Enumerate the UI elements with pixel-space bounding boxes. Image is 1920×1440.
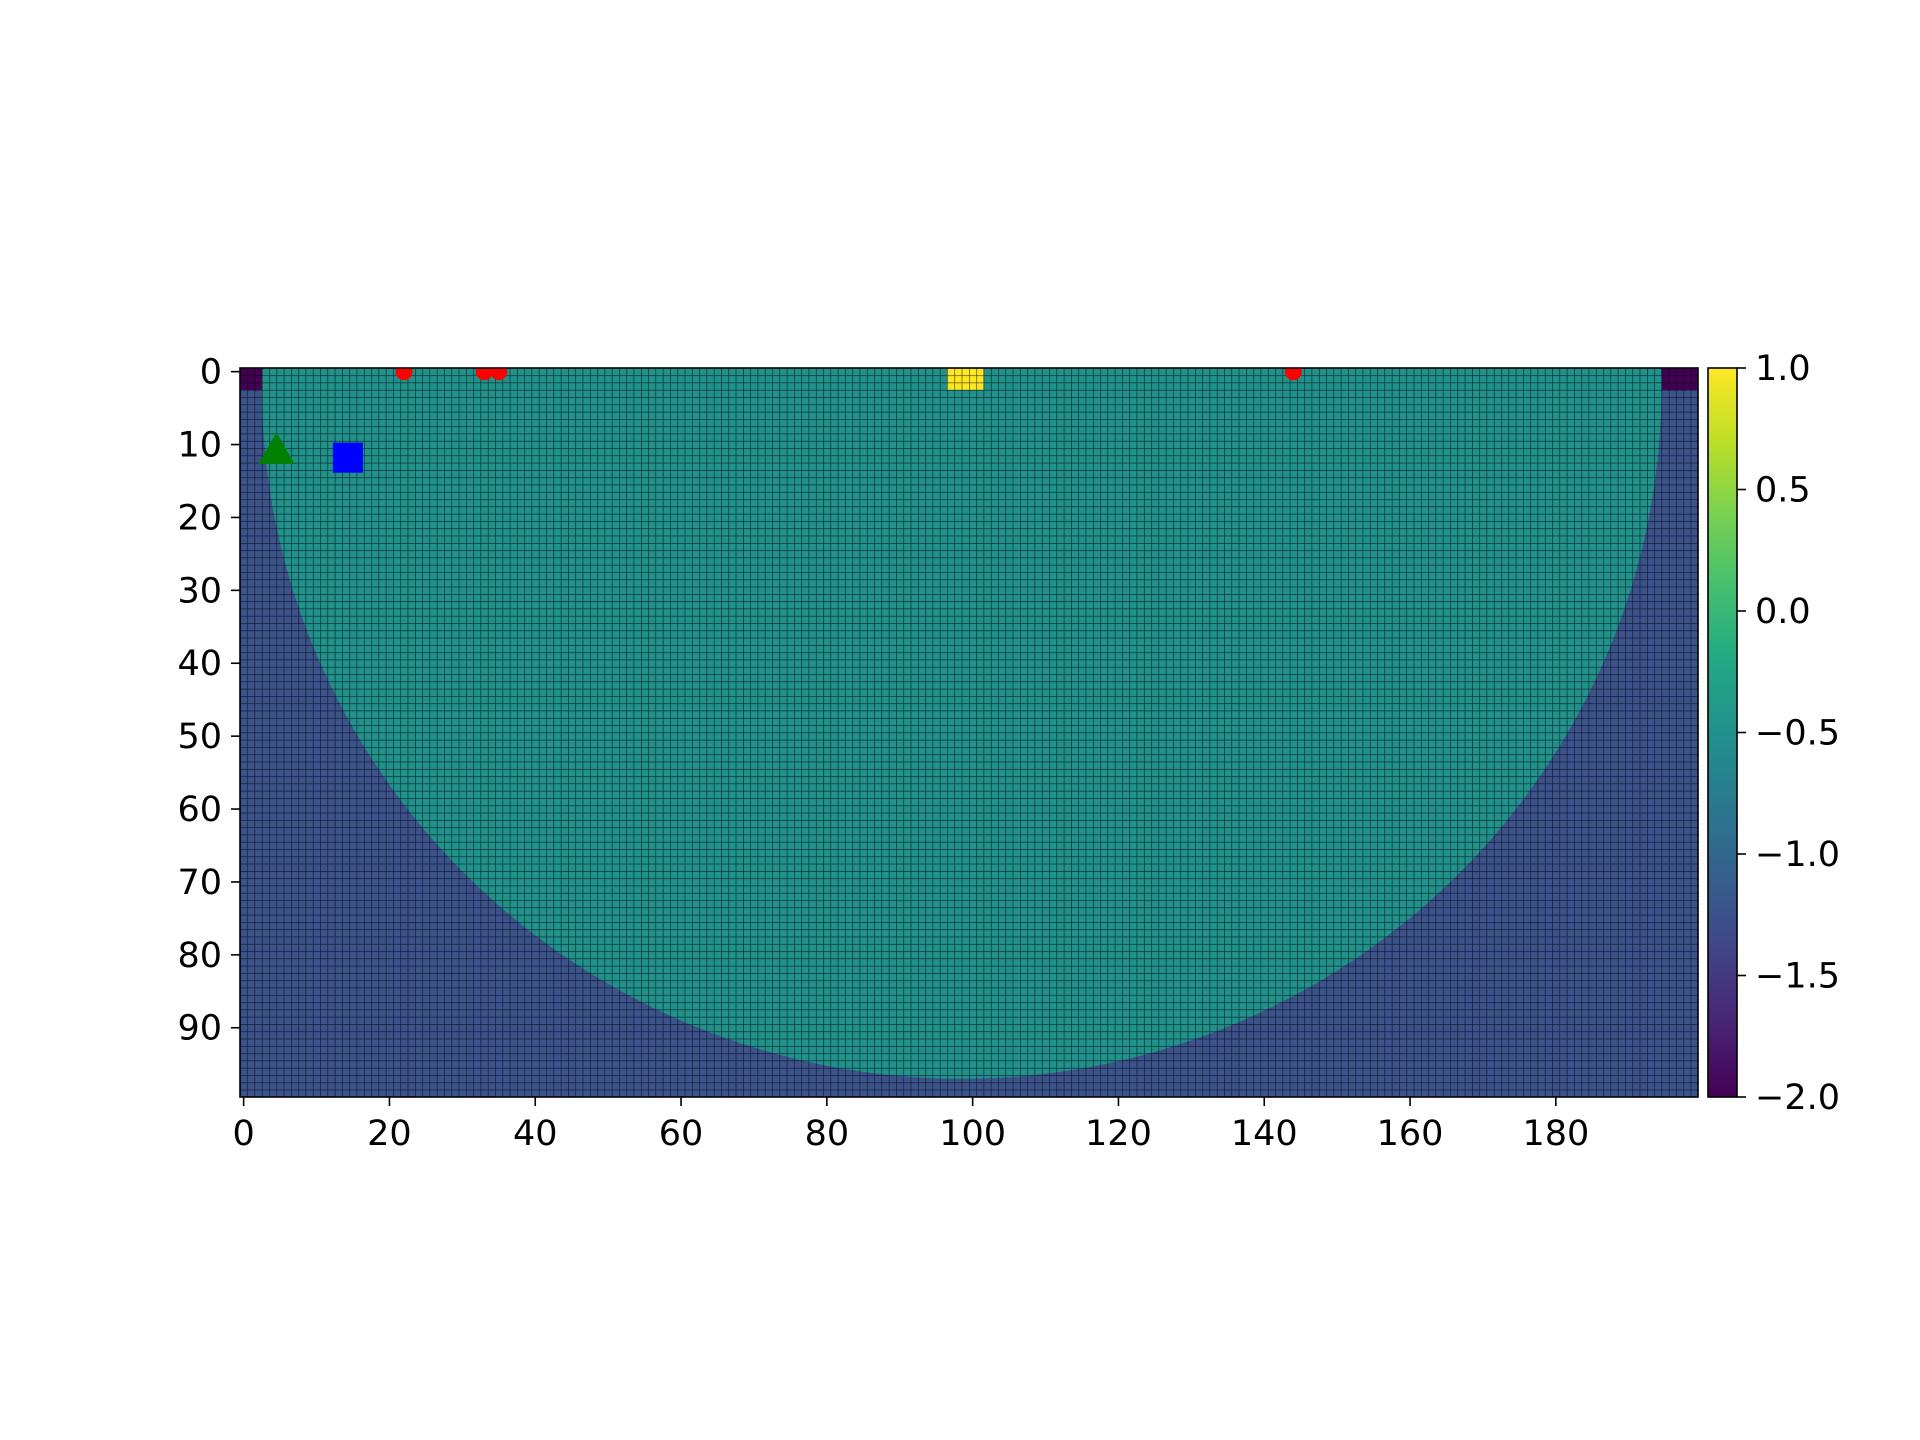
- y-tick-label: 10: [177, 426, 222, 466]
- x-tick-label: 140: [1231, 1114, 1298, 1154]
- y-tick-label: 30: [177, 571, 222, 611]
- triangle-marker: [258, 432, 295, 464]
- colorbar: 1.0 0.5 0.0 −0.5 −1.0 −1.5 −2.0: [1707, 349, 1840, 1118]
- circle-marker: [475, 368, 493, 381]
- colorbar-tick-label: −1.0: [1755, 835, 1840, 875]
- x-tick-label: 100: [939, 1114, 1006, 1154]
- x-tick-label: 60: [659, 1114, 704, 1154]
- colorbar-tick-label: −1.5: [1755, 957, 1840, 997]
- colorbar-tick-label: −2.0: [1755, 1078, 1840, 1118]
- y-axis: 0 10 20 30 40 50 60 70 80 90: [177, 353, 240, 1049]
- x-tick-label: 0: [233, 1114, 255, 1154]
- colorbar-tick-label: 0.5: [1755, 471, 1811, 511]
- y-tick-label: 80: [177, 936, 222, 976]
- x-tick-label: 120: [1085, 1114, 1152, 1154]
- y-tick-label: 70: [177, 863, 222, 903]
- colorbar-tick-label: −0.5: [1755, 714, 1840, 754]
- x-tick-label: 80: [805, 1114, 850, 1154]
- x-tick-label: 20: [367, 1114, 412, 1154]
- x-tick-label: 180: [1522, 1114, 1589, 1154]
- plot-area: 0 20 40 60 80 100 120 140 160 180 0 10 20 30 40 50 60 70…: [177, 353, 1699, 1154]
- colorbar-tick-label: 1.0: [1755, 349, 1811, 389]
- y-tick-label: 20: [177, 498, 222, 538]
- plot-frame: [239, 367, 1699, 1098]
- circle-marker: [1284, 368, 1302, 381]
- colorbar-gradient: [1707, 367, 1738, 1098]
- y-tick-label: 0: [200, 353, 222, 393]
- y-tick-label: 40: [177, 644, 222, 684]
- x-tick-label: 160: [1377, 1114, 1444, 1154]
- cell-grid: [240, 368, 1698, 1097]
- square-marker: [332, 442, 363, 473]
- y-tick-label: 50: [177, 717, 222, 757]
- y-tick-label: 90: [177, 1009, 222, 1049]
- circle-marker: [490, 368, 508, 381]
- circle-marker: [395, 368, 413, 381]
- x-axis: 0 20 40 60 80 100 120 140 160 180: [233, 1097, 1589, 1154]
- colorbar-tick-label: 0.0: [1755, 592, 1811, 632]
- y-tick-label: 60: [177, 790, 222, 830]
- x-tick-label: 40: [513, 1114, 558, 1154]
